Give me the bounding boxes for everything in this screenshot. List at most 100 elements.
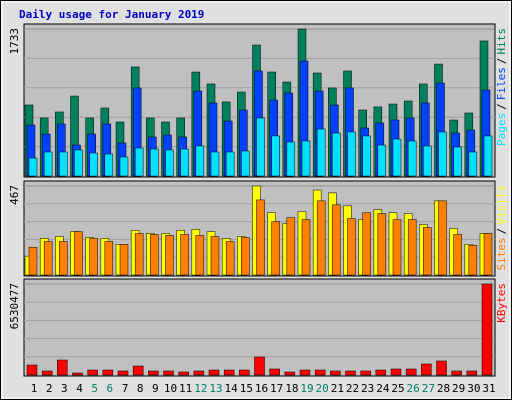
bar [423, 227, 432, 276]
x-tick-label: 2 [46, 382, 53, 395]
bar [330, 370, 341, 376]
bar [468, 245, 478, 276]
bar [134, 233, 144, 276]
legend: Pages / Files / Hits [495, 28, 508, 146]
bar [87, 369, 98, 376]
bar [223, 369, 235, 376]
x-tick-label: 15 [240, 382, 253, 395]
legend-separator: / [495, 103, 508, 110]
legend-entry: Pages [495, 113, 508, 146]
bar [89, 238, 98, 276]
x-tick-label: 30 [467, 382, 480, 395]
bar [314, 369, 326, 376]
x-tick-label: 29 [452, 382, 465, 395]
x-tick-label: 17 [270, 382, 283, 395]
bar [72, 372, 83, 376]
x-tick-label: 11 [179, 382, 192, 395]
bar [271, 135, 280, 177]
bar [26, 364, 38, 376]
bar [407, 219, 417, 276]
x-tick-label: 9 [152, 382, 159, 395]
x-tick-label: 7 [122, 382, 129, 395]
bar [148, 370, 159, 376]
bar [390, 368, 402, 376]
bar [483, 233, 493, 276]
bar [210, 236, 220, 276]
x-tick-label: 18 [285, 382, 298, 395]
x-tick-label: 4 [76, 382, 83, 395]
bar [150, 234, 159, 276]
bar [481, 283, 493, 376]
bar [150, 148, 159, 177]
bar [345, 370, 356, 376]
bar [362, 212, 371, 276]
bar [453, 234, 462, 276]
bar [421, 363, 432, 376]
bar [269, 368, 280, 376]
bar [210, 151, 220, 177]
bar [301, 219, 311, 276]
bar [195, 145, 205, 177]
bar [256, 117, 265, 177]
x-tick-label: 10 [164, 382, 177, 395]
bar [193, 370, 205, 376]
bar [195, 235, 205, 276]
bar [360, 370, 371, 376]
bar [438, 200, 447, 276]
bar [392, 138, 402, 177]
x-tick-label: 5 [91, 382, 98, 395]
bar [165, 149, 174, 177]
bar [241, 150, 250, 177]
bar [180, 148, 189, 177]
bar [407, 140, 417, 177]
bar [59, 151, 68, 177]
bar [271, 221, 280, 276]
bar [466, 370, 478, 376]
x-tick-label: 16 [255, 382, 268, 395]
bar [134, 147, 144, 177]
x-tick-label: 20 [316, 382, 329, 395]
bar [163, 370, 174, 376]
bar [28, 247, 38, 276]
x-tick-label: 13 [209, 382, 222, 395]
bar [256, 199, 265, 276]
bar [104, 153, 114, 177]
bar [43, 241, 53, 276]
bar [316, 200, 326, 276]
legend: KBytes [495, 283, 508, 323]
x-tick-label: 24 [376, 382, 390, 395]
x-tick-label: 25 [391, 382, 404, 395]
y-tick-label: 467 [8, 185, 21, 205]
bar [178, 371, 189, 376]
x-tick-label: 27 [422, 382, 435, 395]
x-tick-label: 3 [61, 382, 68, 395]
y-tick-label: 6530477 [8, 283, 21, 329]
bar [483, 135, 493, 177]
bar [89, 152, 98, 177]
x-tick-label: 28 [437, 382, 450, 395]
legend-entry: Sites [495, 237, 508, 270]
legend-separator: / [495, 228, 508, 235]
bar [132, 365, 144, 376]
bar [57, 359, 68, 376]
legend-entry: Visits [495, 185, 508, 225]
legend-entry: Files [495, 67, 508, 100]
bar [423, 145, 432, 177]
bar [102, 369, 114, 376]
bar [239, 369, 250, 376]
bar [375, 369, 387, 376]
x-tick-label: 1 [31, 382, 38, 395]
bar [225, 241, 235, 276]
y-tick-label: 1733 [8, 28, 21, 55]
bar [453, 146, 462, 177]
bar [119, 156, 129, 177]
x-tick-label: 31 [482, 382, 495, 395]
bar [362, 135, 371, 177]
x-tick-label: 14 [225, 382, 239, 395]
bar [74, 149, 83, 177]
bar [377, 144, 387, 177]
x-tick-label: 12 [194, 382, 207, 395]
bar [41, 370, 53, 376]
bar [347, 218, 356, 276]
